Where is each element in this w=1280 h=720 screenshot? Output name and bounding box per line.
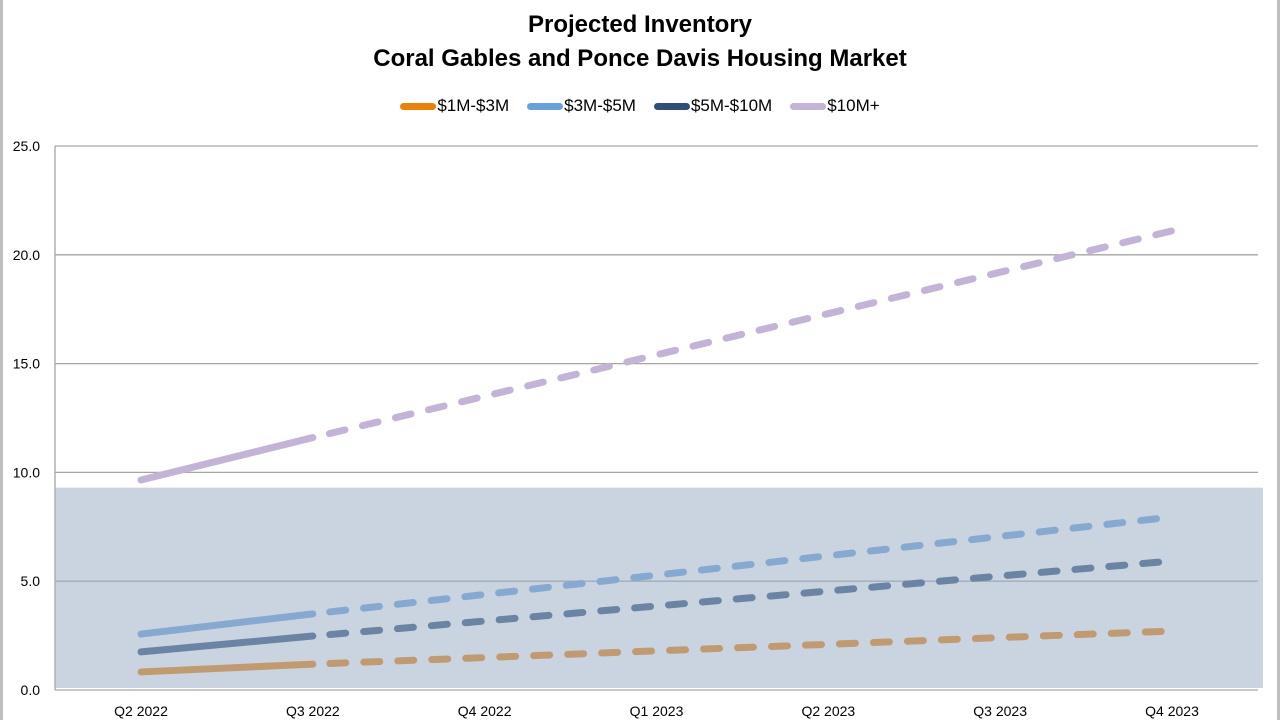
legend-item-3m-5m: $3M-$5M (527, 96, 636, 116)
shaded-band (55, 487, 1263, 688)
y-axis: 0.0 5.0 10.0 15.0 20.0 25.0 (13, 138, 56, 698)
y-tick-label: 20.0 (13, 247, 40, 263)
legend-swatch-3m-5m (527, 102, 564, 110)
legend: $1M-$3M $3M-$5M $5M-$10M $10M+ (0, 96, 1280, 116)
x-tick-label: Q4 2022 (458, 703, 512, 719)
series-line-projected (309, 227, 1176, 442)
legend-swatch-1m-3m (400, 102, 437, 110)
y-tick-label: 15.0 (13, 356, 40, 372)
x-tick-label: Q2 2022 (114, 703, 168, 719)
gridlines (55, 145, 1258, 691)
chart-title: Projected Inventory (527, 11, 753, 38)
shaded-band-layer (55, 487, 1263, 688)
y-tick-label: 25.0 (13, 138, 40, 154)
legend-label-1m-3m: $1M-$3M (437, 96, 510, 115)
chart-subtitle: Coral Gables and Ponce Davis Housing Mar… (373, 45, 907, 72)
legend-label-10m-plus: $10M+ (827, 96, 880, 115)
legend-item-1m-3m: $1M-$3M (400, 96, 509, 116)
legend-label-3m-5m: $3M-$5M (564, 96, 636, 115)
y-tick-label: 0.0 (21, 682, 41, 698)
y-tick-label: 5.0 (21, 573, 41, 589)
x-tick-label: Q2 2023 (801, 703, 855, 719)
x-tick-label: Q3 2023 (973, 703, 1027, 719)
series-line-actual (137, 434, 317, 484)
x-tick-label: Q4 2023 (1145, 703, 1199, 719)
legend-label-5m-10m: $5M-$10M (690, 96, 773, 115)
legend-item-5m-10m: $5M-$10M (653, 96, 773, 116)
x-tick-label: Q1 2023 (630, 703, 684, 719)
legend-swatch-5m-10m (653, 102, 690, 110)
legend-item-10m-plus: $10M+ (790, 96, 880, 116)
legend-swatch-10m-plus (790, 102, 827, 110)
series-3 (137, 227, 1176, 484)
y-tick-label: 10.0 (13, 464, 40, 480)
x-tick-label: Q3 2022 (286, 703, 340, 719)
x-axis: Q2 2022 Q3 2022 Q4 2022 Q1 2023 Q2 2023 Q3 20… (114, 703, 1199, 719)
